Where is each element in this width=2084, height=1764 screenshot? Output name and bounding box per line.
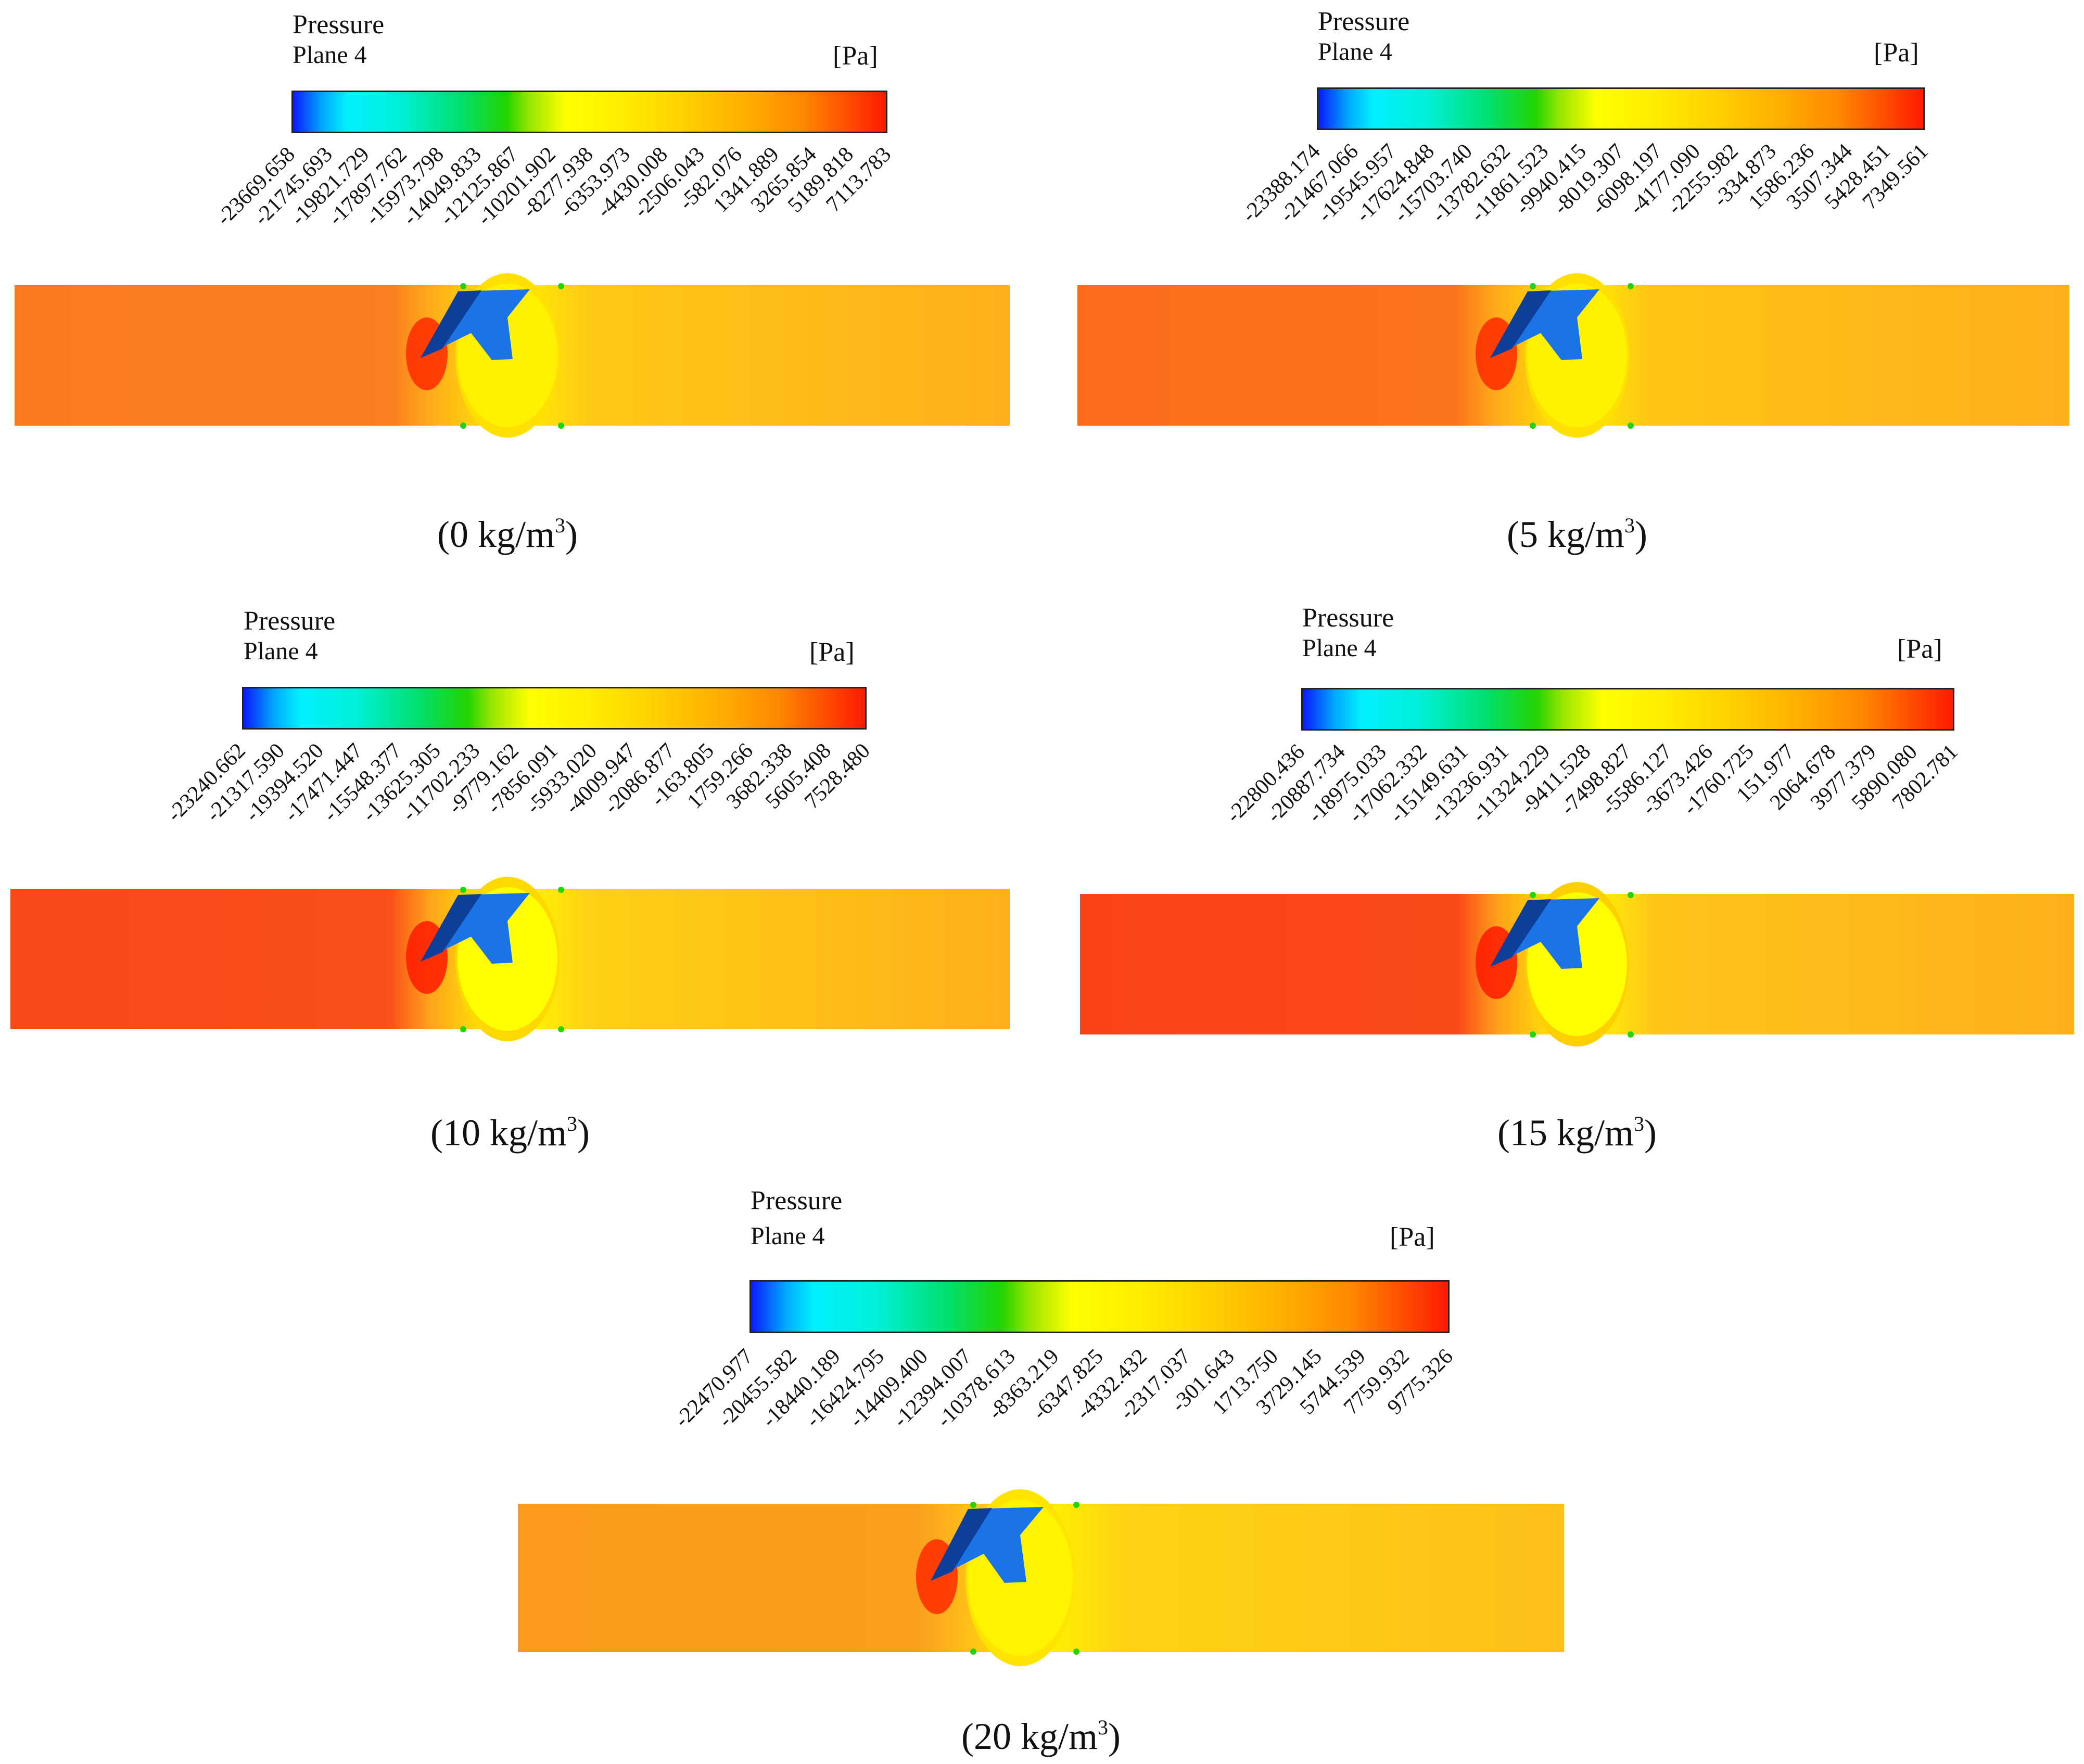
legend-title: Pressure (244, 606, 336, 636)
panel-caption: (5 kg/m3) (1507, 514, 1647, 555)
legend-plane: Plane 4 (293, 41, 367, 69)
legend-plane: Plane 4 (751, 1222, 825, 1250)
pressure-colorbar (1301, 688, 1954, 731)
legend-unit: [Pa] (1874, 38, 1919, 68)
legend-unit: [Pa] (809, 637, 855, 667)
pressure-colorbar (242, 687, 867, 730)
legend-unit: [Pa] (833, 41, 878, 71)
pressure-colorbar (291, 91, 887, 133)
legend-plane: Plane 4 (1318, 38, 1392, 66)
legend-unit: [Pa] (1897, 634, 1942, 664)
pressure-contour-field (518, 1489, 1564, 1666)
panel-caption: (15 kg/m3) (1497, 1112, 1657, 1154)
legend-title: Pressure (293, 10, 385, 40)
panel-caption: (20 kg/m3) (961, 1716, 1121, 1757)
pressure-contour-field (15, 273, 1010, 438)
legend-plane: Plane 4 (1302, 634, 1377, 662)
legend-title: Pressure (1318, 7, 1410, 36)
legend-title: Pressure (751, 1186, 843, 1216)
pressure-colorbar (749, 1280, 1450, 1333)
pressure-contour-field (10, 877, 1010, 1041)
legend-unit: [Pa] (1390, 1222, 1435, 1252)
pressure-contour-field (1077, 273, 2069, 438)
pressure-contour-field (1080, 882, 2074, 1046)
panel-caption: (0 kg/m3) (437, 514, 578, 555)
panel-caption: (10 kg/m3) (430, 1112, 590, 1154)
legend-plane: Plane 4 (244, 637, 318, 665)
pressure-colorbar (1317, 87, 1925, 130)
legend-title: Pressure (1302, 603, 1394, 633)
